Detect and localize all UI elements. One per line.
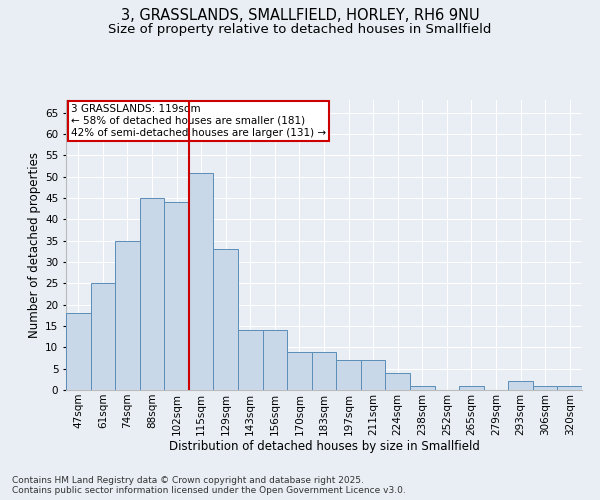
Bar <box>115 240 140 390</box>
Bar <box>140 198 164 390</box>
Bar <box>336 360 361 390</box>
Bar <box>533 386 557 390</box>
Bar <box>91 284 115 390</box>
Bar <box>410 386 434 390</box>
Bar <box>459 386 484 390</box>
Bar <box>189 172 214 390</box>
Text: 3 GRASSLANDS: 119sqm
← 58% of detached houses are smaller (181)
42% of semi-deta: 3 GRASSLANDS: 119sqm ← 58% of detached h… <box>71 104 326 138</box>
Y-axis label: Number of detached properties: Number of detached properties <box>28 152 41 338</box>
Bar <box>263 330 287 390</box>
Bar <box>164 202 189 390</box>
Bar <box>312 352 336 390</box>
Bar <box>238 330 263 390</box>
X-axis label: Distribution of detached houses by size in Smallfield: Distribution of detached houses by size … <box>169 440 479 454</box>
Bar <box>385 373 410 390</box>
Bar <box>557 386 582 390</box>
Bar <box>361 360 385 390</box>
Bar <box>66 313 91 390</box>
Text: 3, GRASSLANDS, SMALLFIELD, HORLEY, RH6 9NU: 3, GRASSLANDS, SMALLFIELD, HORLEY, RH6 9… <box>121 8 479 22</box>
Text: Size of property relative to detached houses in Smallfield: Size of property relative to detached ho… <box>109 22 491 36</box>
Bar <box>508 382 533 390</box>
Bar <box>214 250 238 390</box>
Bar <box>287 352 312 390</box>
Text: Contains HM Land Registry data © Crown copyright and database right 2025.
Contai: Contains HM Land Registry data © Crown c… <box>12 476 406 495</box>
